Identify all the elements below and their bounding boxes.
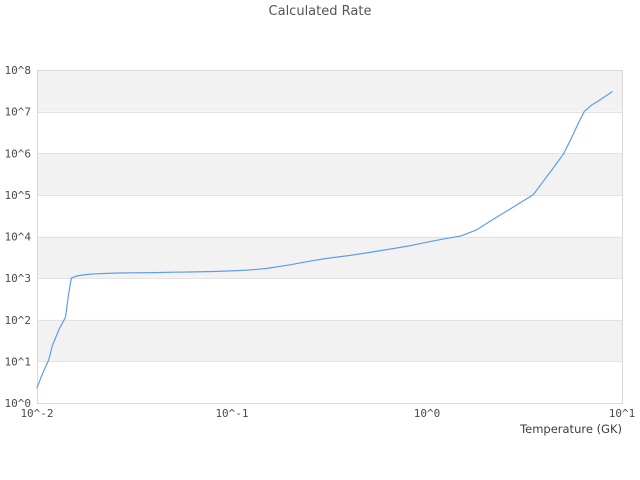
grid-band <box>37 153 622 195</box>
x-axis-title: Temperature (GK) <box>520 422 622 436</box>
grid-band <box>37 70 622 112</box>
y-tick-label: 10^4 <box>5 231 32 244</box>
x-tick-label: 10^-2 <box>20 407 53 420</box>
y-tick-label: 10^6 <box>5 147 32 160</box>
y-tick-label: 10^0 <box>5 397 32 410</box>
y-tick-label: 10^8 <box>5 64 32 77</box>
x-tick-label: 10^0 <box>414 407 441 420</box>
y-tick-label: 10^1 <box>5 355 32 368</box>
x-tick-label: 10^-1 <box>215 407 248 420</box>
y-tick-label: 10^7 <box>5 106 32 119</box>
grid-band <box>37 319 622 362</box>
chart-title: Calculated Rate <box>268 4 372 19</box>
y-tick-label: 10^3 <box>5 272 32 285</box>
y-tick-label: 10^5 <box>5 189 32 202</box>
y-tick-label: 10^2 <box>5 314 32 327</box>
series-line-calculated-rate <box>36 91 613 389</box>
x-tick-label: 10^1 <box>609 407 636 420</box>
grid-band <box>37 236 622 279</box>
plot-border <box>37 70 623 404</box>
